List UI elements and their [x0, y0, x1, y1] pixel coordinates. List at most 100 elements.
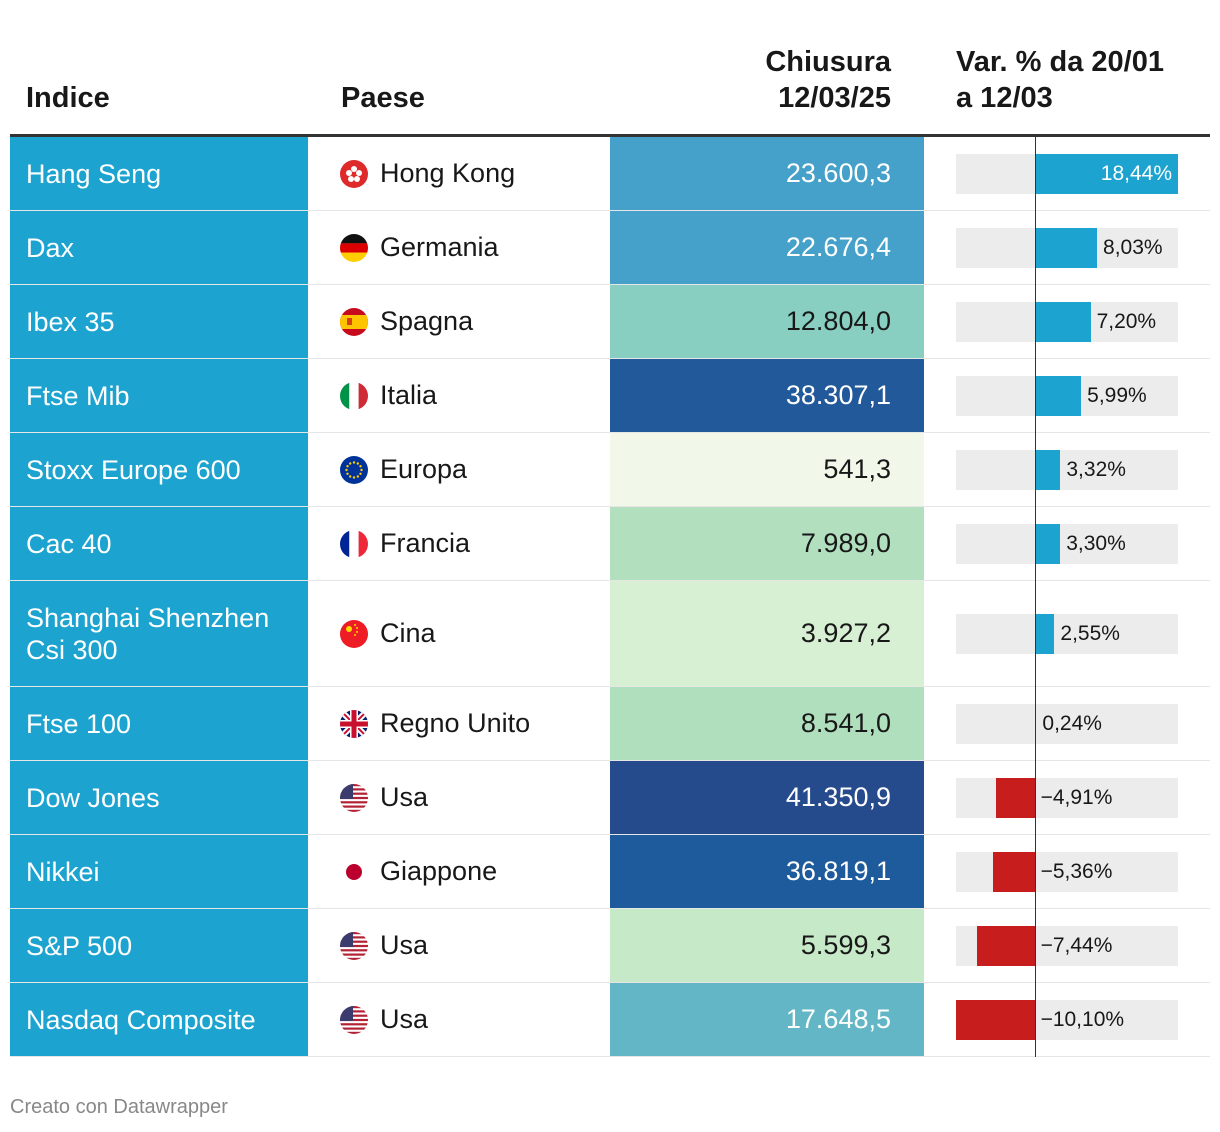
index-name-cell: Dow Jones: [10, 761, 308, 834]
header-country[interactable]: Paese: [341, 82, 425, 114]
close-value: 36.819,1: [785, 856, 891, 886]
bar-track: 3,32%: [956, 449, 1178, 490]
index-name: Dow Jones: [26, 782, 160, 813]
table-header: Indice Paese Chiusura 12/03/25 Var. % da…: [10, 0, 1210, 134]
country-cell: Cina: [308, 581, 610, 686]
country-cell: Italia: [308, 359, 610, 432]
index-name-cell: Stoxx Europe 600: [10, 433, 308, 506]
table-row: Shanghai Shenzhen Csi 300 Cina 3.927,2 2,55…: [10, 581, 1210, 687]
close-value-cell: 12.804,0: [610, 285, 924, 358]
close-value: 17.648,5: [785, 1004, 891, 1034]
close-value: 41.350,9: [785, 782, 891, 812]
index-name: S&P 500: [26, 930, 133, 961]
header-index[interactable]: Indice: [26, 82, 110, 114]
table-row: Nikkei Giappone 36.819,1 −5,36%: [10, 835, 1210, 909]
table-row: Nasdaq Composite Usa 17.648,5 −10,10%: [10, 983, 1210, 1057]
index-name-cell: Dax: [10, 211, 308, 284]
country-cell: Usa: [308, 983, 610, 1056]
bar-negative: [956, 999, 1035, 1040]
close-value-cell: 541,3: [610, 433, 924, 506]
bar-track: 8,03%: [956, 227, 1178, 268]
country-cell: Usa: [308, 909, 610, 982]
bar-track: 5,99%: [956, 375, 1178, 416]
country-name: Usa: [380, 930, 429, 960]
country-name: Regno Unito: [380, 708, 531, 738]
bar-track: 0,24%: [956, 703, 1178, 744]
index-name-cell: Shanghai Shenzhen Csi 300: [10, 581, 308, 686]
variation-cell: 18,44%: [924, 137, 1210, 210]
bar-label: −10,10%: [1040, 1007, 1125, 1031]
close-value-cell: 22.676,4: [610, 211, 924, 284]
country-cell: Spagna: [308, 285, 610, 358]
index-name: Shanghai Shenzhen Csi 300: [26, 602, 270, 665]
variation-cell: 8,03%: [924, 211, 1210, 284]
country-name: Hong Kong: [380, 158, 516, 188]
jp-flag-icon: [340, 857, 368, 886]
country-name: Spagna: [380, 306, 474, 336]
variation-cell: −5,36%: [924, 835, 1210, 908]
table-row: Dow Jones Usa 41.350,9 −4,91%: [10, 761, 1210, 835]
index-name-cell: Nasdaq Composite: [10, 983, 308, 1056]
us-flag-icon: [340, 1005, 368, 1034]
bar-positive: [1034, 153, 1178, 194]
close-value: 38.307,1: [785, 380, 891, 410]
bar-label: −5,36%: [1040, 859, 1113, 883]
country-name: Giappone: [380, 856, 498, 886]
country-name: Usa: [380, 1004, 429, 1034]
close-value: 12.804,0: [785, 306, 891, 336]
bar-label: 7,20%: [1096, 309, 1157, 333]
country-name: Italia: [380, 380, 438, 410]
close-value-cell: 38.307,1: [610, 359, 924, 432]
variation-cell: 7,20%: [924, 285, 1210, 358]
country-cell: Giappone: [308, 835, 610, 908]
index-name-cell: Ftse 100: [10, 687, 308, 760]
footer-credit[interactable]: Creato con Datawrapper: [10, 1096, 228, 1118]
country-cell: Germania: [308, 211, 610, 284]
bar-positive: [1034, 227, 1098, 268]
table-row: Hang Seng Hong Kong 23.600,3 18,44%: [10, 137, 1210, 211]
country-cell: Hong Kong: [308, 137, 610, 210]
header-close-line1: Chiusura: [765, 46, 891, 78]
close-value-cell: 36.819,1: [610, 835, 924, 908]
index-name-cell: Ftse Mib: [10, 359, 308, 432]
de-flag-icon: [340, 233, 368, 262]
table-row: Ftse Mib Italia 38.307,1 5,99%: [10, 359, 1210, 433]
bar-positive: [1034, 375, 1082, 416]
bar-label: 0,24%: [1042, 711, 1102, 735]
cn-flag-icon: [340, 619, 368, 648]
index-name: Cac 40: [26, 528, 112, 559]
bar-positive: [1034, 449, 1061, 490]
header-divider: [10, 134, 1210, 137]
close-value-cell: 17.648,5: [610, 983, 924, 1056]
variation-cell: 2,55%: [924, 581, 1210, 686]
bar-positive: [1034, 613, 1055, 654]
close-value-cell: 7.989,0: [610, 507, 924, 580]
country-name: Cina: [380, 618, 436, 648]
bar-track: 3,30%: [956, 523, 1178, 564]
hk-flag-icon: [340, 159, 368, 188]
bar-label: 3,30%: [1066, 531, 1126, 555]
bar-negative: [976, 925, 1035, 966]
bar-label: 3,32%: [1066, 457, 1126, 481]
table-row: Dax Germania 22.676,4 8,03%: [10, 211, 1210, 285]
index-name: Ibex 35: [26, 306, 115, 337]
table-row: Cac 40 Francia 7.989,0 3,30%: [10, 507, 1210, 581]
variation-cell: −7,44%: [924, 909, 1210, 982]
bar-label: −4,91%: [1040, 785, 1113, 809]
es-flag-icon: [340, 307, 368, 336]
table-body: Hang Seng Hong Kong 23.600,3 18,44% Dax Germa…: [10, 137, 1210, 1057]
header-variation[interactable]: Var. % da 20/01 a 12/03: [956, 44, 1164, 116]
country-name: Germania: [380, 232, 499, 262]
index-name: Dax: [26, 232, 75, 263]
bar-track: −5,36%: [956, 851, 1178, 892]
header-close[interactable]: Chiusura 12/03/25: [765, 44, 891, 116]
header-var-line1: Var. % da 20/01: [956, 46, 1164, 78]
bar-track: 7,20%: [956, 301, 1178, 342]
bar-track: −4,91%: [956, 777, 1178, 818]
index-name-cell: Nikkei: [10, 835, 308, 908]
uk-flag-icon: [340, 709, 368, 738]
bar-positive: [1034, 523, 1061, 564]
close-value: 8.541,0: [800, 708, 891, 738]
index-name-cell: Ibex 35: [10, 285, 308, 358]
index-name: Hang Seng: [26, 158, 162, 189]
